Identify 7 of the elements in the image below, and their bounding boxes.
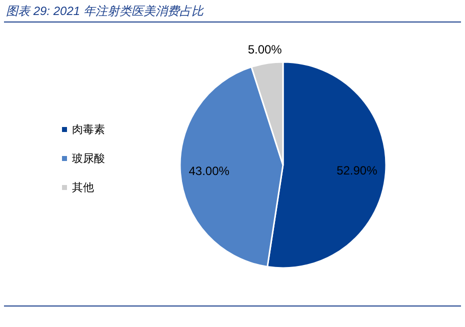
legend-label: 玻尿酸 bbox=[72, 152, 105, 165]
legend-label: 其他 bbox=[72, 181, 94, 194]
data-label: 5.00% bbox=[248, 42, 282, 56]
data-label: 52.90% bbox=[336, 164, 378, 178]
legend-label: 肉毒素 bbox=[72, 123, 105, 136]
data-label: 43.00% bbox=[188, 164, 230, 178]
chart-title: 图表 29: 2021 年注射类医美消费占比 bbox=[6, 4, 204, 18]
